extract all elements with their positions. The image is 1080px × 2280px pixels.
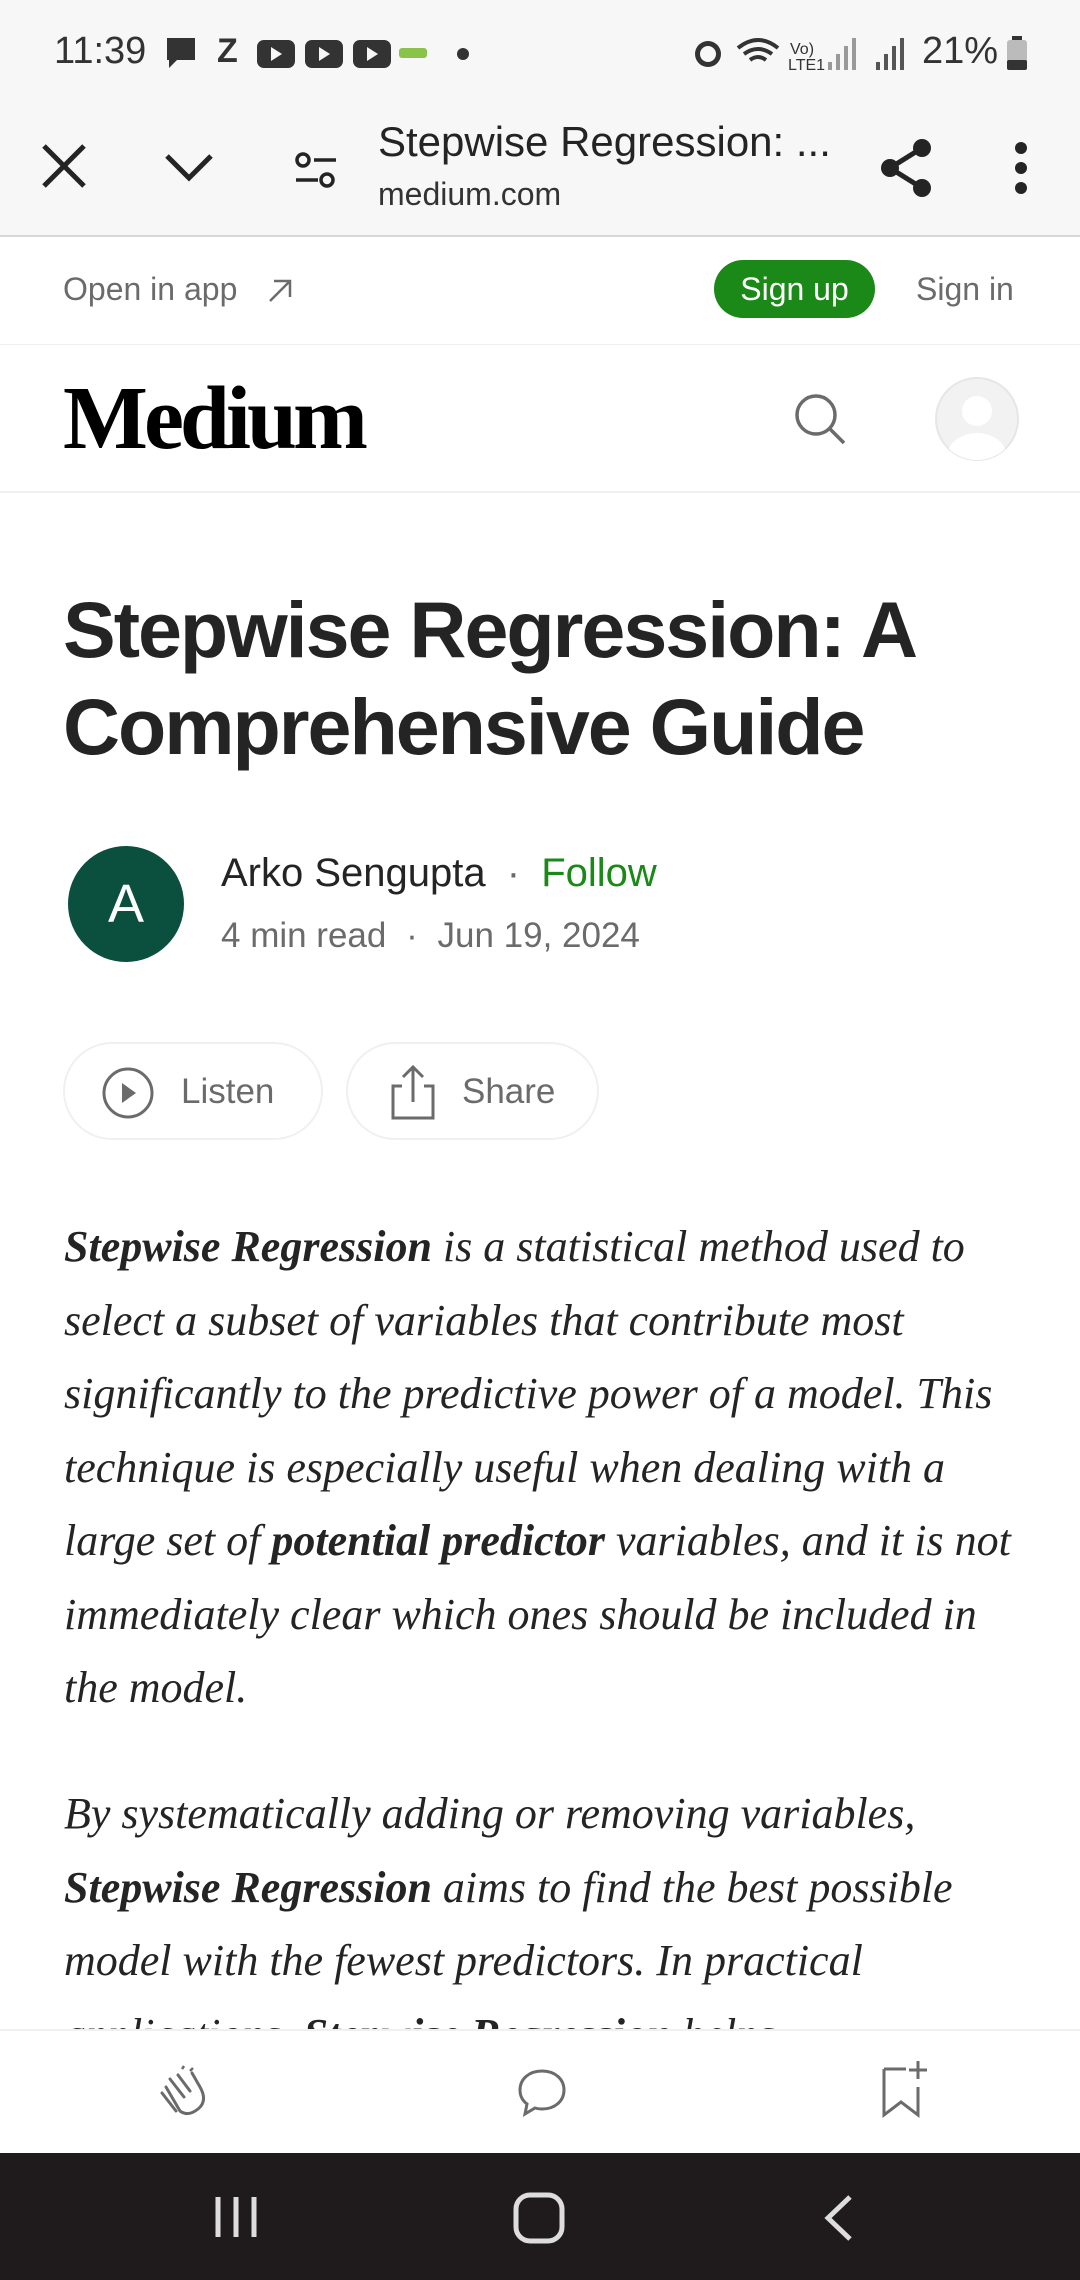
page-title[interactable]: Stepwise Regression: ... [378, 118, 831, 165]
system-icons: Vo) LTE1 [695, 38, 904, 74]
close-button[interactable] [40, 142, 90, 192]
text-run: helps [671, 2010, 775, 2030]
battery-icon [1007, 36, 1027, 70]
site-settings-button[interactable] [294, 148, 338, 192]
system-nav-bar [0, 2153, 1080, 2280]
search-button[interactable] [792, 391, 848, 447]
author-line: Arko Sengupta · Follow [221, 851, 657, 896]
svg-text:LTE1: LTE1 [788, 57, 825, 74]
svg-text:Vo): Vo) [790, 41, 814, 58]
logo[interactable]: Medium [63, 369, 368, 468]
share-label: Share [462, 1072, 556, 1111]
profile-avatar[interactable] [935, 377, 1019, 461]
bookmark-button[interactable] [880, 2057, 932, 2119]
listen-button[interactable]: Listen [63, 1042, 323, 1140]
author-name[interactable]: Arko Sengupta [221, 851, 486, 895]
paragraph: By systematically adding or removing var… [64, 1777, 1024, 2029]
open-in-app-arrow [269, 279, 292, 302]
separator: · [506, 851, 521, 895]
back-button[interactable] [822, 2193, 856, 2243]
status-bar: 11:39 Z Vo) LTE1 21% [0, 0, 1080, 102]
read-time: 4 min read [221, 916, 387, 955]
page-domain[interactable]: medium.com [378, 176, 562, 212]
bold-text: potential predictor [271, 1516, 606, 1565]
open-in-app-link[interactable]: Open in app [63, 271, 238, 307]
meta-line: 4 min read · Jun 19, 2024 [221, 916, 640, 956]
battery-level: 21% [922, 30, 999, 72]
sign-up-button[interactable]: Sign up [714, 260, 875, 318]
author-avatar[interactable]: A [68, 846, 184, 962]
sign-in-link[interactable]: Sign in [916, 271, 1014, 307]
clap-button[interactable] [152, 2065, 208, 2121]
bold-text: Stepwise Regression [64, 1862, 432, 1912]
paragraph: Stepwise Regression is a statistical met… [64, 1210, 1024, 1725]
recents-button[interactable] [212, 2195, 262, 2239]
browser-toolbar: Stepwise Regression: ... medium.com [0, 102, 1080, 237]
site-header: Medium [0, 345, 1080, 493]
bold-text: Stepwise Regression [64, 1222, 432, 1271]
text-run: By systematically adding or removing var… [64, 1789, 916, 1838]
share-button[interactable]: Share [346, 1042, 599, 1140]
home-button[interactable] [512, 2191, 566, 2245]
svg-text:Z: Z [217, 34, 238, 70]
share-page-button[interactable] [878, 138, 934, 198]
article-action-bar [0, 2029, 1080, 2153]
text-run: aims to find the best possible model wit… [64, 1862, 953, 2030]
separator: · [406, 916, 418, 955]
play-icon [102, 1067, 154, 1119]
time: 11:39 [54, 30, 147, 72]
text-run: is a statistical method used to select a… [64, 1222, 993, 1565]
bold-text: Stepwise Regression [304, 2010, 672, 2030]
comment-button[interactable] [516, 2067, 568, 2119]
notification-icons: Z [167, 34, 469, 70]
collapse-button[interactable] [164, 152, 214, 182]
app-banner: Open in app Sign up Sign in [0, 237, 1080, 345]
article: Stepwise Regression: A Comprehensive Gui… [0, 493, 1080, 2029]
share-icon [391, 1064, 435, 1120]
article-title: Stepwise Regression: A Comprehensive Gui… [63, 585, 915, 771]
publish-date: Jun 19, 2024 [437, 916, 640, 955]
follow-button[interactable]: Follow [541, 851, 657, 895]
listen-label: Listen [181, 1072, 275, 1111]
more-menu-button[interactable] [1010, 140, 1032, 196]
text-run: variables, and it is not immediately cle… [64, 1516, 1011, 1712]
